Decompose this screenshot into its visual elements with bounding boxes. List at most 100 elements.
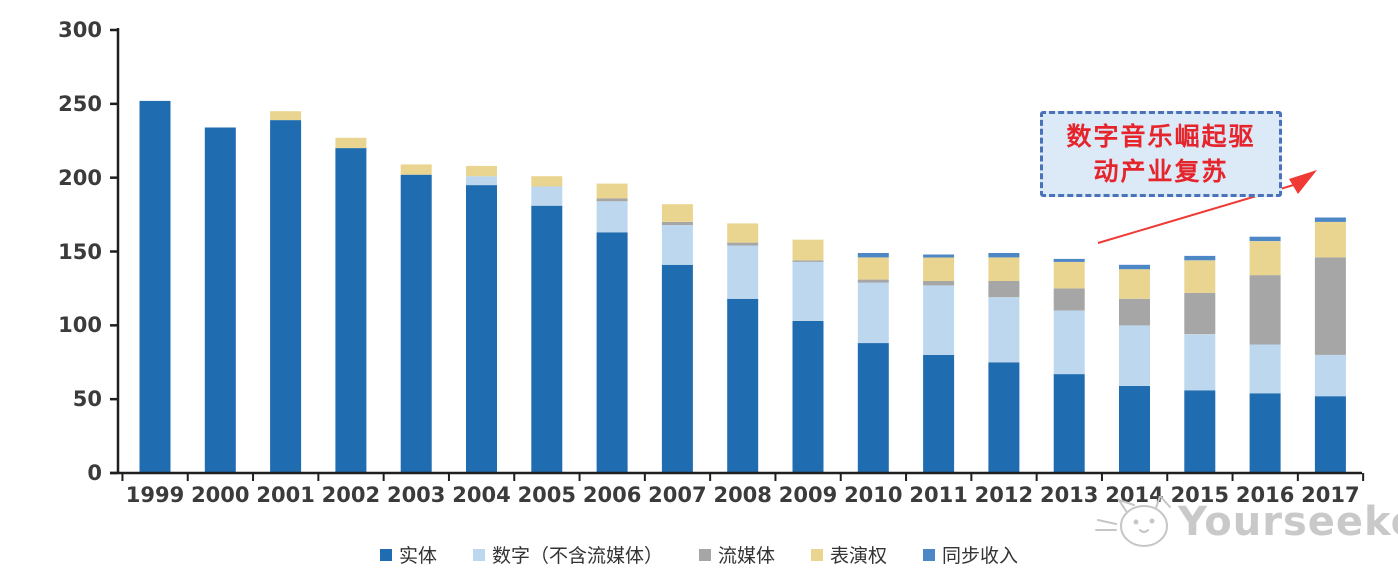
bar-segment-2010 <box>857 282 889 343</box>
bar-segment-2012 <box>988 257 1020 281</box>
bar-segment-2008 <box>727 245 759 299</box>
x-axis-tick-label: 2011 <box>909 483 968 507</box>
annotation-text-line2: 动产业复苏 <box>1093 157 1229 186</box>
bar-segment-2015 <box>1184 334 1216 391</box>
bar-segment-2014 <box>1119 264 1150 270</box>
bar-segment-2007 <box>661 222 693 225</box>
x-axis-tick-label: 2006 <box>582 483 642 507</box>
bar-segment-2015 <box>1184 255 1216 261</box>
y-axis-tick-label: 300 <box>58 18 102 42</box>
bar-segment-2006 <box>596 232 628 473</box>
bar-segment-2011 <box>923 281 955 286</box>
bar-segment-2004 <box>466 165 497 177</box>
annotation-text-line1: 数字音乐崛起驱 <box>1066 122 1256 151</box>
bar-segment-2000 <box>204 127 236 473</box>
legend-item-physical: 实体 <box>379 541 437 568</box>
bar-segment-2008 <box>727 298 759 473</box>
annotation-callout: 数字音乐崛起驱 动产业复苏 <box>1040 111 1282 197</box>
y-axis-tick-label: 200 <box>58 165 102 190</box>
x-axis-tick-label: 2010 <box>844 483 903 507</box>
bar-segment-2004 <box>466 185 497 473</box>
y-axis-tick-label: 0 <box>87 461 102 485</box>
bar-segment-2013 <box>1053 258 1085 262</box>
x-axis-tick-label: 2001 <box>256 483 315 507</box>
legend-swatch-streaming <box>698 548 711 561</box>
watermark-text: Yourseeker <box>1178 499 1398 545</box>
bar-segment-2011 <box>923 354 955 473</box>
bar-segment-2016 <box>1249 241 1281 276</box>
bar-segment-2017 <box>1314 257 1346 355</box>
bar-segment-2017 <box>1314 396 1346 473</box>
bar-segment-2006 <box>596 183 628 199</box>
watermark: Yourseeker <box>1086 496 1398 552</box>
legend-swatch-sync <box>923 548 936 561</box>
legend-label-streaming: 流媒体 <box>717 545 775 567</box>
x-axis-tick-label: 2015 <box>1170 483 1230 507</box>
bar-segment-2017 <box>1314 222 1346 258</box>
bar-segment-2009 <box>792 320 824 473</box>
bar-segment-2012 <box>988 362 1020 474</box>
bar-segment-2006 <box>596 198 628 202</box>
bar-segment-2016 <box>1249 275 1281 345</box>
x-axis-tick-label: 2013 <box>1039 483 1099 507</box>
x-axis-tick-label: 2012 <box>974 483 1034 507</box>
bar-segment-2007 <box>661 264 693 473</box>
bar-segment-2014 <box>1119 269 1150 299</box>
bar-segment-2011 <box>923 254 955 258</box>
x-axis-tick-label: 2004 <box>452 483 511 507</box>
y-axis-tick-label: 150 <box>58 239 102 264</box>
legend-label-sync: 同步收入 <box>942 545 1019 567</box>
legend-swatch-physical <box>379 548 392 561</box>
legend-swatch-digital <box>472 548 485 561</box>
bar-segment-2013 <box>1053 310 1085 375</box>
cat-logo-icon <box>1095 496 1171 547</box>
bar-segment-2015 <box>1184 390 1216 473</box>
bar-segment-2014 <box>1119 325 1150 386</box>
legend-label-performance: 表演权 <box>830 545 888 567</box>
x-axis-tick-label: 2008 <box>713 483 772 507</box>
bar-segment-2002 <box>335 137 367 149</box>
bar-segment-2010 <box>857 343 889 473</box>
bar-segment-2007 <box>661 224 693 265</box>
bar-segment-2006 <box>596 201 628 233</box>
x-axis-tick-label: 2017 <box>1301 483 1360 507</box>
y-axis-tick-label: 100 <box>58 313 102 338</box>
bar-segment-2007 <box>661 204 693 222</box>
x-axis-tick-label: 2002 <box>321 483 381 507</box>
x-axis-tick-label: 2005 <box>517 483 577 507</box>
legend-item-digital: 数字（不含流媒体） <box>472 541 663 568</box>
bar-segment-2009 <box>792 260 824 262</box>
bar-segment-2016 <box>1249 236 1281 242</box>
legend-item-streaming: 流媒体 <box>698 541 775 568</box>
chart-legend: 实体 数字（不含流媒体） 流媒体 表演权 同步收入 <box>0 541 1398 568</box>
bar-segment-2012 <box>988 297 1020 363</box>
legend-swatch-performance <box>811 548 823 561</box>
bar-segment-2013 <box>1053 288 1085 311</box>
bar-segment-2015 <box>1184 292 1216 335</box>
bar-segment-2016 <box>1249 344 1281 394</box>
bar-segment-2003 <box>400 174 432 473</box>
bar-segment-2011 <box>923 257 955 281</box>
bar-segment-2005 <box>531 176 563 187</box>
x-axis-tick-label: 2003 <box>386 483 446 507</box>
bar-segment-2003 <box>400 164 432 175</box>
bar-segment-2014 <box>1119 385 1150 473</box>
bar-segment-2017 <box>1314 354 1346 397</box>
bar-segment-2004 <box>466 176 497 186</box>
bar-segment-2009 <box>792 239 824 261</box>
bar-segment-2008 <box>727 223 759 243</box>
x-axis-tick-label: 2016 <box>1235 483 1295 507</box>
bar-segment-2010 <box>857 279 889 283</box>
bar-segment-2011 <box>923 285 955 355</box>
y-axis-tick-label: 250 <box>58 91 102 116</box>
bar-segment-2005 <box>531 186 563 206</box>
bar-segment-2005 <box>531 205 563 473</box>
bar-segment-2010 <box>857 253 889 258</box>
bar-segment-2009 <box>792 261 824 321</box>
x-axis-tick-label: 1999 <box>125 483 185 507</box>
x-axis-tick-label: 2014 <box>1105 483 1164 507</box>
bar-segment-2010 <box>857 257 889 280</box>
bar-segment-2014 <box>1119 298 1150 326</box>
